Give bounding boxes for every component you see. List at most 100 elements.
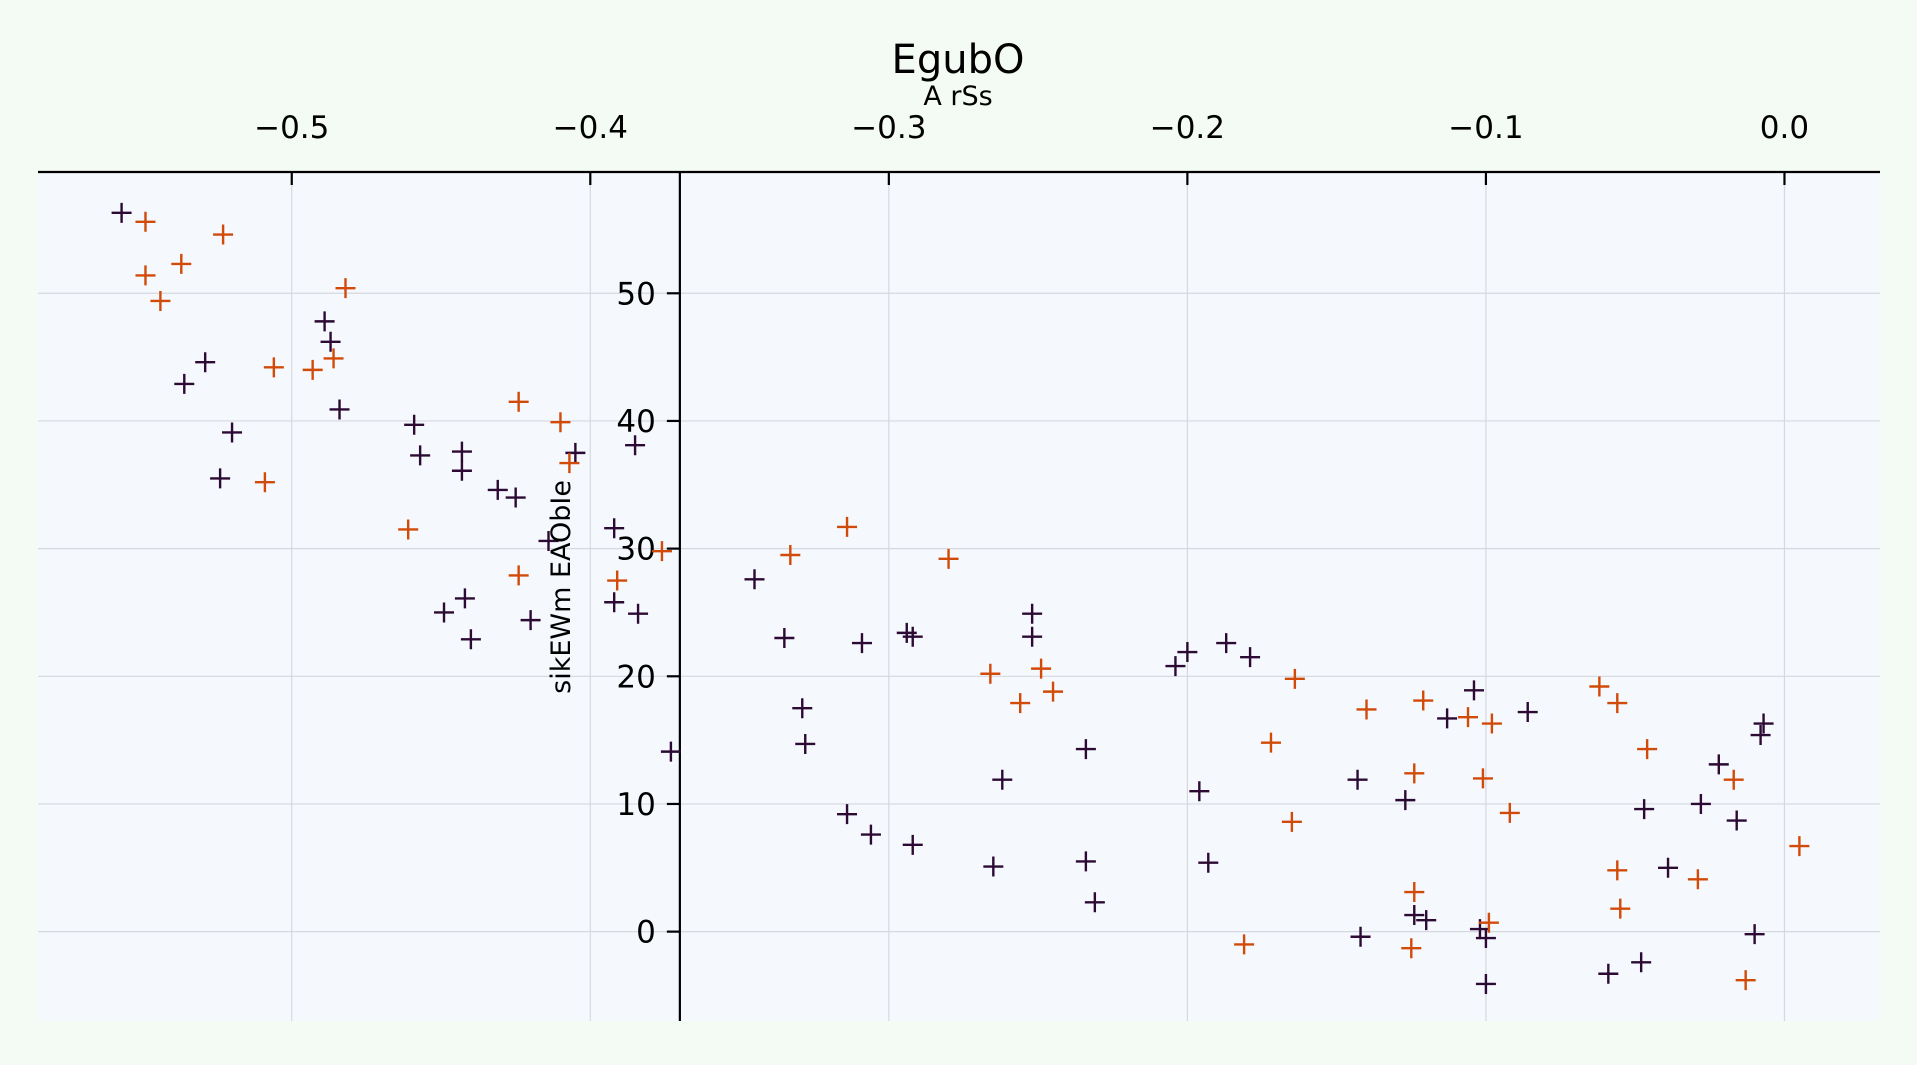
data-point-series-2 [150, 290, 171, 311]
data-point-series-2 [938, 548, 959, 569]
data-point-series-1 [628, 603, 649, 624]
data-point-series-2 [323, 348, 344, 369]
data-point-series-1 [1395, 790, 1416, 811]
plot-background [38, 172, 1880, 1021]
data-point-series-2 [1401, 938, 1422, 959]
data-point-series-2 [780, 545, 801, 566]
data-point-series-1 [983, 856, 1004, 877]
data-point-series-2 [1789, 836, 1810, 857]
data-point-series-1 [460, 629, 481, 650]
data-point-series-1 [1022, 603, 1043, 624]
data-point-series-2 [1404, 763, 1425, 784]
data-point-series-1 [111, 202, 132, 223]
data-point-series-1 [1744, 924, 1765, 945]
data-point-series-2 [1610, 898, 1631, 919]
data-point-series-2 [1260, 732, 1281, 753]
data-point-series-1 [1634, 799, 1655, 820]
data-point-series-1 [1022, 626, 1043, 647]
data-point-series-1 [837, 804, 858, 825]
data-point-series-1 [792, 698, 813, 719]
data-point-series-2 [398, 519, 419, 540]
data-point-series-2 [1234, 934, 1255, 955]
data-point-series-2 [1043, 681, 1064, 702]
data-point-series-2 [1589, 676, 1610, 697]
x-tick-label: −0.3 [851, 110, 926, 146]
data-point-series-1 [902, 626, 923, 647]
data-point-series-2 [1458, 707, 1479, 728]
data-point-series-2 [1735, 970, 1756, 991]
data-point-series-2 [1010, 693, 1031, 714]
data-point-series-1 [487, 479, 508, 500]
data-point-series-1 [454, 588, 475, 609]
x-tick-label: −0.5 [254, 110, 329, 146]
data-point-series-2 [213, 224, 234, 245]
data-point-series-2 [171, 253, 192, 274]
data-point-series-2 [980, 663, 1001, 684]
data-point-series-1 [625, 435, 646, 456]
data-point-series-2 [1499, 802, 1520, 823]
y-axis-label: sikEWm EAObIe [546, 480, 577, 694]
data-point-series-1 [1216, 633, 1237, 654]
y-tick-label: 10 [616, 787, 655, 823]
data-point-series-1 [795, 733, 816, 754]
data-point-series-1 [538, 530, 559, 551]
data-point-series-2 [1284, 668, 1305, 689]
data-point-series-2 [651, 541, 672, 562]
data-point-series-1 [565, 442, 586, 463]
data-point-series-2 [837, 516, 858, 537]
data-point-series-1 [1075, 739, 1096, 760]
data-point-series-1 [1753, 713, 1774, 734]
x-tick-label: −0.1 [1448, 110, 1523, 146]
x-tick-label: −0.4 [553, 110, 628, 146]
x-axis: −0.5 −0.4 −0.3 −0.2 −0.1 0.0 [38, 110, 1880, 185]
data-point-series-2 [263, 357, 284, 378]
data-point-series-2 [607, 570, 628, 591]
data-point-series-1 [1658, 857, 1679, 878]
data-point-series-2 [135, 265, 156, 286]
y-tick-label: 50 [616, 276, 655, 312]
data-point-series-1 [451, 441, 472, 462]
data-point-series-1 [434, 602, 455, 623]
data-point-series-2 [1607, 860, 1628, 881]
data-point-series-1 [1075, 851, 1096, 872]
data-point-series-1 [410, 445, 431, 466]
data-point-series-2 [335, 278, 356, 299]
data-point-series-1 [329, 399, 350, 420]
data-point-series-2 [508, 391, 529, 412]
data-point-series-1 [320, 331, 341, 352]
data-point-series-2 [1031, 658, 1052, 679]
data-point-series-1 [604, 518, 625, 539]
data-point-series-2 [550, 412, 571, 433]
data-point-series-2 [1723, 769, 1744, 790]
data-point-series-2 [1478, 912, 1499, 933]
data-points [111, 202, 1810, 994]
data-point-series-1 [1726, 810, 1747, 831]
data-point-series-1 [1177, 642, 1198, 663]
data-point-series-2 [1472, 768, 1493, 789]
data-point-series-1 [174, 373, 195, 394]
data-point-series-2 [1637, 739, 1658, 760]
data-point-series-2 [559, 453, 580, 474]
data-point-series-1 [1404, 905, 1425, 926]
data-point-series-1 [604, 592, 625, 613]
data-point-series-1 [1416, 910, 1437, 931]
data-point-series-1 [210, 468, 231, 489]
data-point-series-2 [254, 472, 275, 493]
data-point-series-1 [851, 633, 872, 654]
y-axis: 0 10 20 30 40 50 [616, 172, 681, 1021]
data-point-series-1 [660, 741, 681, 762]
y-tick-label: 30 [616, 532, 655, 568]
data-point-series-1 [774, 627, 795, 648]
y-tick-label: 0 [636, 915, 656, 951]
data-point-series-1 [1517, 702, 1538, 723]
data-point-series-1 [520, 610, 541, 631]
data-point-series-1 [1631, 952, 1652, 973]
data-point-series-2 [302, 359, 323, 380]
x-tick-label: 0.0 [1760, 110, 1809, 146]
data-point-series-1 [1240, 647, 1261, 668]
data-point-series-1 [404, 414, 425, 435]
data-point-series-1 [195, 352, 216, 373]
data-point-series-2 [1607, 693, 1628, 714]
data-point-series-2 [508, 565, 529, 586]
data-point-series-2 [135, 211, 156, 232]
